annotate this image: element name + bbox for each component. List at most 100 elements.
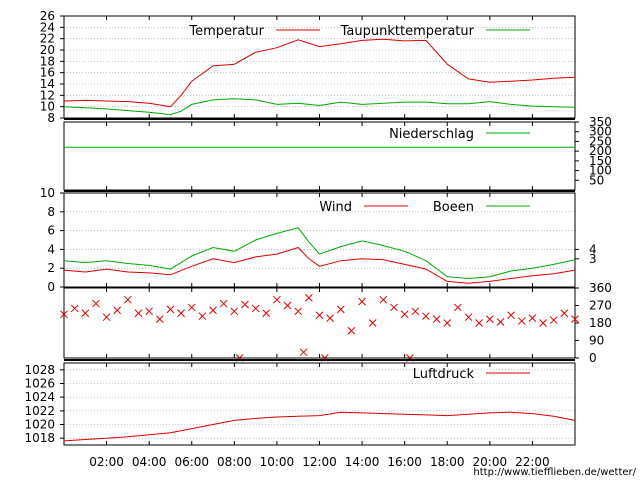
wind-direction-point	[230, 307, 239, 316]
xtick-label: 16:00	[387, 455, 422, 469]
series-line-wind	[63, 246, 576, 284]
wind-direction-point	[571, 315, 579, 323]
ytick-right-label: 50	[589, 173, 604, 187]
legend-label: Temperatur	[188, 24, 264, 39]
series-line-boeen	[63, 227, 576, 280]
xtick-label: 22:00	[515, 455, 550, 469]
wind-direction-point	[283, 301, 292, 310]
ytick-right-label: 360	[589, 281, 612, 295]
ytick-right-label: 350	[589, 115, 612, 129]
ytick-label: 8	[47, 205, 55, 219]
wind-direction-point	[464, 313, 473, 322]
series-line-temperatur	[63, 38, 576, 108]
ytick-label: 6	[47, 224, 55, 238]
xtick-label: 18:00	[430, 455, 465, 469]
ytick-label: 1028	[24, 363, 55, 377]
ytick-label: 22	[40, 32, 55, 46]
ytick-right-label: 180	[589, 316, 612, 330]
ytick-label: 1018	[24, 431, 55, 445]
ytick-label: 12	[40, 88, 55, 102]
wind-direction-point	[347, 326, 356, 335]
wind-direction-point	[262, 309, 271, 318]
panel-frame-4	[63, 362, 576, 446]
wind-direction-point	[560, 309, 569, 318]
wind-direction-point	[155, 315, 164, 323]
xtick-label: 14:00	[345, 455, 380, 469]
panel-frame-3	[63, 287, 576, 359]
wind-direction-point	[124, 295, 132, 304]
wind-direction-point	[507, 311, 515, 320]
wind-direction-point	[209, 306, 217, 315]
ytick-label: 20	[40, 43, 55, 57]
wind-direction-point	[549, 316, 558, 324]
ytick-right-label: 4	[589, 242, 597, 256]
ytick-right-label: 270	[589, 299, 612, 313]
legend-label: Boeen	[433, 200, 474, 215]
ytick-label: 24	[40, 20, 55, 34]
wind-direction-point	[81, 309, 90, 318]
ytick-label: 16	[40, 66, 55, 80]
ytick-label: 8	[47, 111, 55, 125]
wind-direction-point	[177, 309, 185, 318]
xtick-label: 04:00	[132, 455, 167, 469]
legend-label: Wind	[319, 200, 352, 215]
ytick-right-label: 0	[589, 351, 597, 365]
wind-direction-point	[443, 319, 452, 327]
ytick-label: 0	[47, 280, 55, 294]
series-line-taupunkttemperatur	[63, 98, 576, 116]
ytick-label: 1024	[24, 390, 55, 404]
ytick-label: 18	[40, 54, 55, 68]
ytick-label: 1022	[24, 404, 55, 418]
wind-direction-point	[70, 304, 79, 313]
xtick-label: 12:00	[302, 455, 337, 469]
wind-direction-point	[422, 312, 430, 321]
wind-direction-point	[432, 315, 441, 323]
ytick-label: 10	[40, 100, 55, 114]
ytick-right-label: 3	[589, 252, 597, 266]
wind-direction-point	[368, 319, 377, 327]
wind-direction-point	[241, 300, 249, 309]
wind-direction-point	[539, 319, 547, 327]
wind-direction-point	[358, 297, 366, 306]
ytick-label: 2	[47, 261, 55, 275]
wind-direction-point	[187, 303, 196, 312]
xtick-label: 02:00	[89, 455, 124, 469]
ytick-right-label: 90	[589, 334, 604, 348]
wind-direction-point	[113, 306, 122, 315]
wind-direction-point	[134, 309, 143, 318]
wind-direction-point	[411, 307, 420, 316]
wind-direction-point	[251, 304, 260, 313]
wind-direction-point	[60, 310, 68, 319]
wind-direction-point	[390, 303, 398, 312]
ytick-label: 4	[47, 242, 55, 256]
panel-frame-2	[63, 192, 576, 288]
wind-direction-point	[92, 299, 100, 308]
legend-label: Luftdruck	[413, 367, 475, 382]
wind-direction-point	[145, 307, 154, 316]
wind-direction-point	[517, 317, 526, 325]
wind-direction-point	[166, 305, 175, 314]
wind-direction-point	[326, 314, 334, 322]
wind-direction-point	[379, 295, 388, 304]
wind-direction-point	[198, 312, 207, 321]
ytick-label: 1020	[24, 418, 55, 432]
xtick-label: 08:00	[217, 455, 252, 469]
wind-direction-point	[102, 313, 111, 322]
ytick-right-label: 200	[589, 144, 612, 158]
wind-direction-point	[219, 299, 228, 308]
source-url: http://www.tiefflieben.de/wetter/	[473, 467, 636, 478]
legend-label: Taupunkttemperatur	[340, 24, 475, 39]
wind-direction-point	[315, 311, 324, 320]
ytick-label: 14	[40, 77, 55, 91]
ytick-label: 26	[40, 9, 55, 23]
wind-direction-point	[273, 295, 281, 304]
wind-direction-point	[528, 314, 537, 322]
wind-direction-point	[475, 319, 484, 327]
ytick-right-label: 300	[589, 125, 612, 139]
xtick-label: 06:00	[174, 455, 209, 469]
wind-direction-point	[496, 318, 505, 326]
panel-frame-1	[63, 121, 576, 191]
wind-direction-point	[400, 310, 409, 319]
ytick-label: 1026	[24, 377, 55, 391]
